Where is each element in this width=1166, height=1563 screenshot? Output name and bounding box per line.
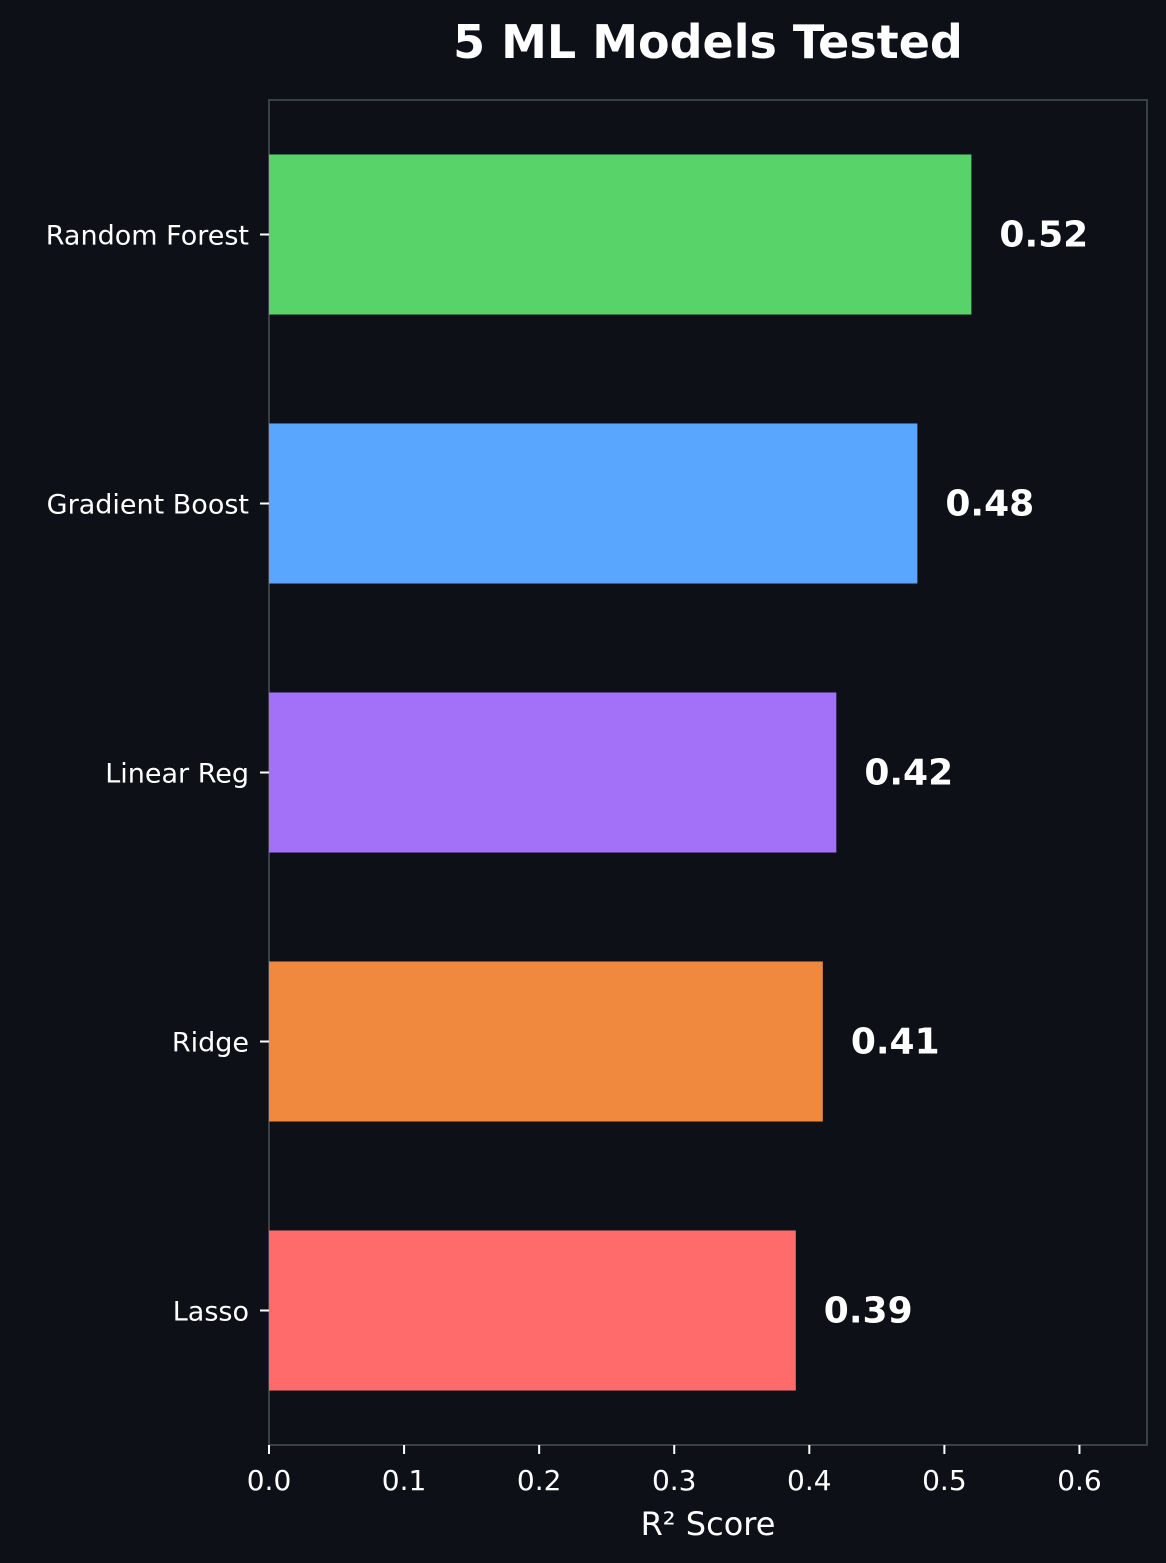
x-tick-label-3: 0.3 [652,1464,697,1497]
x-tick-label-2: 0.2 [517,1464,562,1497]
value-label-random-forest: 0.52 [999,215,1088,256]
value-label-linear-reg: 0.42 [864,753,953,794]
value-label-gradient-boost: 0.48 [945,484,1034,525]
y-tick-label-gradient-boost: Gradient Boost [47,490,249,521]
bar-ridge [269,961,823,1122]
x-tick-label-5: 0.5 [922,1464,967,1497]
bar-random-forest [269,154,972,315]
y-tick-label-lasso: Lasso [173,1297,249,1328]
bar-lasso [269,1230,796,1391]
x-tick-label-6: 0.6 [1057,1464,1102,1497]
chart-title: 5 ML Models Tested [453,15,963,69]
value-labels-group: 0.52 0.48 0.42 0.41 0.39 [824,215,1088,1332]
value-label-ridge: 0.41 [851,1022,940,1063]
x-tick-label-4: 0.4 [787,1464,832,1497]
x-tick-label-1: 0.1 [382,1464,427,1497]
x-axis: 0.0 0.1 0.2 0.3 0.4 0.5 0.6 [247,1445,1102,1497]
bar-gradient-boost [269,423,918,584]
y-tick-label-ridge: Ridge [172,1028,249,1059]
value-label-lasso: 0.39 [824,1291,913,1332]
x-tick-label-0: 0.0 [247,1464,292,1497]
y-axis: Random Forest Gradient Boost Linear Reg Rid… [46,221,269,1328]
y-tick-label-linear-reg: Linear Reg [105,759,249,790]
bar-linear-reg [269,692,837,853]
bars-group [269,154,972,1391]
y-tick-label-random-forest: Random Forest [46,221,249,252]
x-axis-label: R² Score [641,1505,776,1543]
